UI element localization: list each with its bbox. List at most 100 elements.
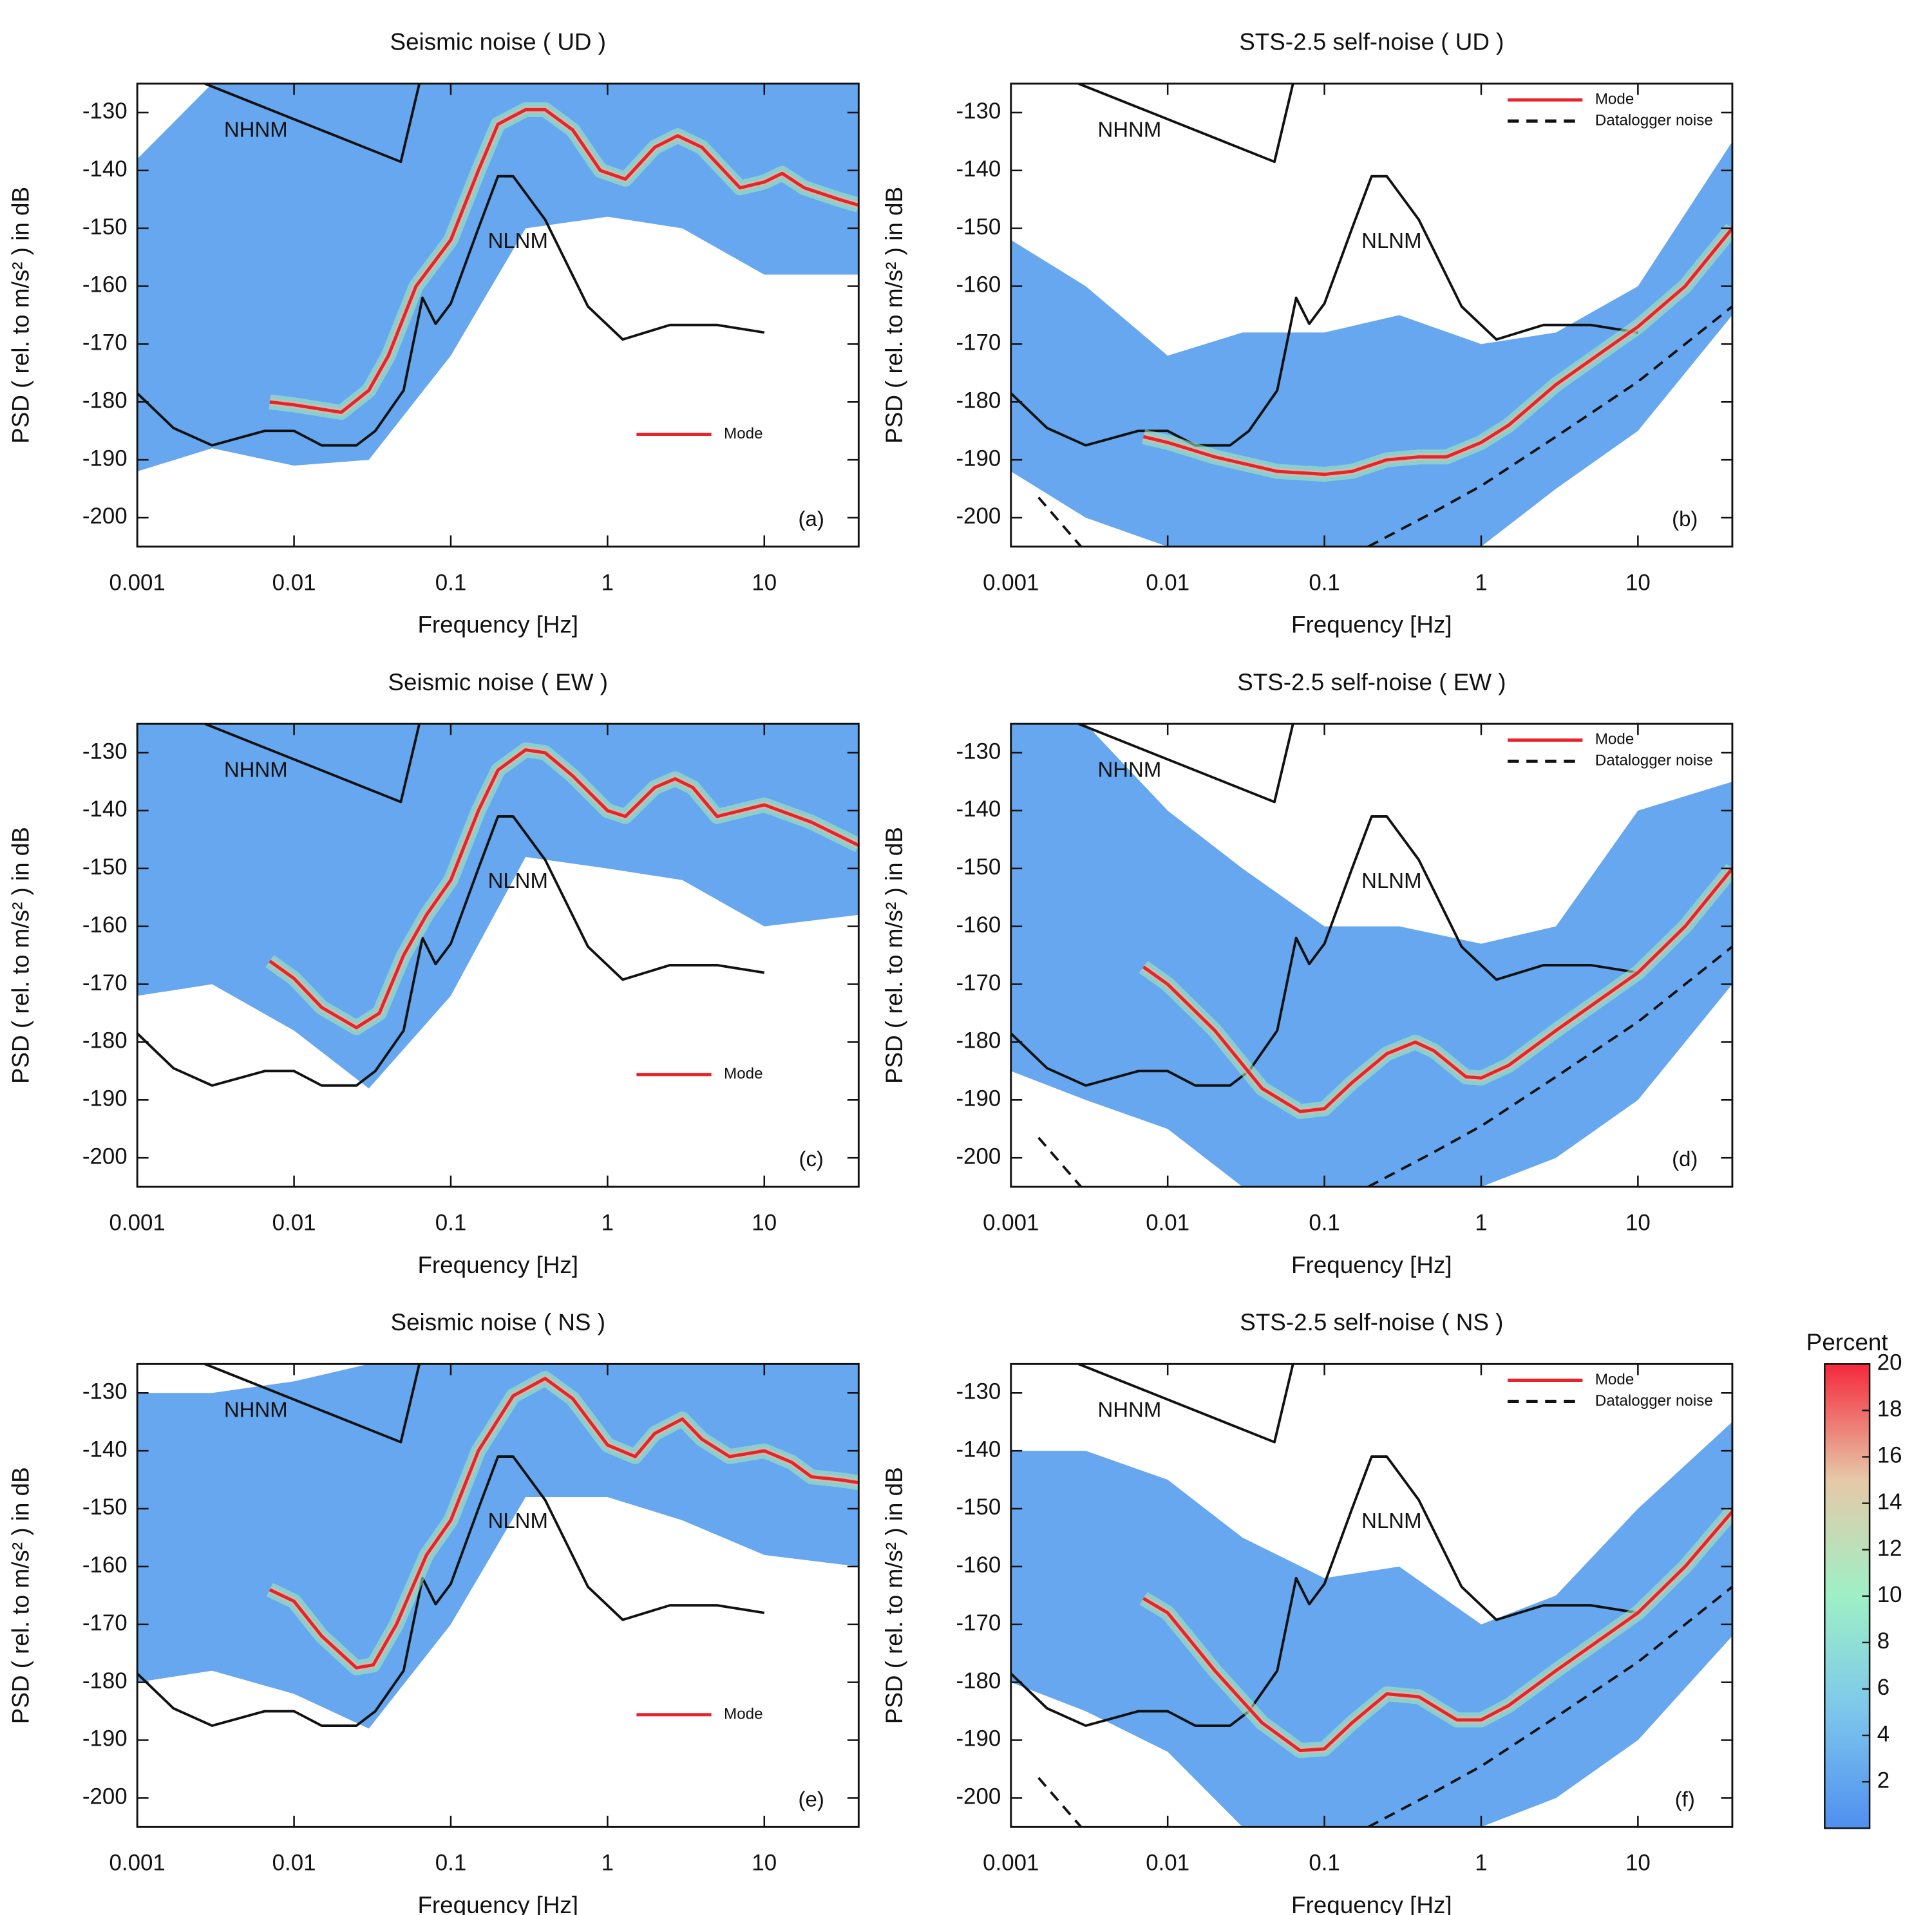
y-tick-label: -170	[956, 970, 1001, 995]
y-tick-label: -200	[82, 1784, 128, 1809]
curve-label: NLNM	[488, 1509, 548, 1533]
y-axis-label: PSD ( rel. to m/s² ) in dB	[8, 1467, 34, 1724]
line	[1142, 1510, 1732, 1753]
y-tick-label: -200	[82, 504, 128, 529]
y-tick-label: -140	[82, 797, 128, 822]
x-tick-label: 10	[752, 570, 777, 595]
colorbar-tick-label: 2	[1877, 1768, 1889, 1793]
line	[1010, 815, 1638, 1087]
y-tick-label: -160	[82, 272, 128, 297]
curve-label: NLNM	[488, 229, 548, 252]
colorbar-tick-label: 12	[1877, 1536, 1902, 1561]
line	[1142, 867, 1732, 1113]
y-tick-label: -150	[82, 1495, 128, 1520]
density-cloud	[137, 83, 859, 472]
legend-label: Mode	[1595, 91, 1634, 108]
chart-title: Seismic noise ( NS )	[391, 1309, 605, 1335]
y-tick-label: -200	[956, 1144, 1001, 1169]
line	[1037, 945, 1732, 1187]
y-tick-label: -180	[956, 1028, 1001, 1053]
frame	[136, 82, 860, 548]
x-tick-label: 0.1	[435, 570, 466, 595]
legend-label: Datalogger noise	[1595, 752, 1713, 769]
line	[137, 815, 765, 1087]
y-tick-label: -140	[956, 797, 1001, 822]
y-tick-label: -200	[956, 504, 1001, 529]
y-tick-label: -140	[956, 156, 1001, 182]
x-axis-label: Frequency [Hz]	[417, 1892, 578, 1915]
x-tick-label: 1	[1475, 1851, 1487, 1876]
plot-area	[137, 1364, 859, 1729]
y-tick-label: -130	[82, 99, 128, 124]
frame	[1010, 82, 1734, 548]
frame	[1010, 722, 1734, 1188]
line	[1078, 1364, 1294, 1444]
y-tick-label: -130	[82, 739, 128, 764]
y-tick-label: -200	[82, 1144, 128, 1169]
x-tick-label: 10	[752, 1210, 777, 1235]
frame	[136, 722, 860, 1188]
plot-area	[137, 83, 859, 472]
x-tick-label: 0.1	[435, 1851, 466, 1876]
y-tick-label: -190	[956, 446, 1001, 471]
line	[1010, 1455, 1638, 1727]
curve-label: NLNM	[1361, 1509, 1421, 1533]
y-tick-label: -170	[956, 1610, 1001, 1636]
curve-label: NHNM	[224, 757, 288, 781]
legend-label: Mode	[724, 1705, 763, 1722]
frame	[136, 1363, 860, 1828]
x-tick-label: 1	[1475, 570, 1487, 595]
y-tick-label: -130	[956, 1379, 1001, 1404]
line	[269, 1377, 859, 1670]
line	[204, 83, 421, 164]
chart-title: Seismic noise ( UD )	[390, 29, 606, 55]
colorbar-title: Percent	[1806, 1329, 1888, 1355]
panel-letter: (d)	[1672, 1147, 1698, 1171]
x-tick-label: 1	[1475, 1210, 1487, 1235]
y-tick-label: -170	[82, 1610, 128, 1636]
y-tick-label: -190	[956, 1726, 1001, 1751]
x-tick-label: 0.01	[272, 570, 316, 595]
y-tick-label: -130	[82, 1379, 128, 1404]
y-tick-label: -170	[82, 970, 128, 995]
x-tick-label: 0.1	[1309, 1851, 1340, 1876]
x-tick-label: 1	[601, 1210, 614, 1235]
line	[204, 1364, 421, 1444]
y-tick-label: -190	[82, 446, 128, 471]
x-tick-label: 0.001	[109, 1210, 166, 1235]
y-axis-label: PSD ( rel. to m/s² ) in dB	[881, 187, 907, 444]
x-tick-label: 10	[1625, 1210, 1651, 1235]
plot-area	[1010, 724, 1732, 1187]
curve-label: NLNM	[488, 869, 548, 892]
density-cloud	[1010, 724, 1732, 1187]
legend-label: Datalogger noise	[1595, 1392, 1713, 1410]
x-tick-label: 0.1	[1309, 570, 1340, 595]
curve-label: NHNM	[224, 1398, 288, 1422]
y-tick-label: -160	[956, 272, 1001, 297]
x-axis-label: Frequency [Hz]	[1291, 1892, 1452, 1915]
y-tick-label: -140	[956, 1437, 1001, 1462]
y-axis-label: PSD ( rel. to m/s² ) in dB	[8, 187, 34, 444]
x-tick-label: 1	[601, 570, 614, 595]
x-tick-label: 0.001	[983, 1210, 1039, 1235]
colorbar-tick-label: 10	[1877, 1582, 1902, 1607]
colorbar-tick-label: 8	[1877, 1628, 1889, 1654]
colorbar-tick-label: 20	[1877, 1350, 1902, 1375]
y-tick-label: -170	[956, 330, 1001, 355]
y-tick-label: -140	[82, 156, 128, 182]
colorbar-tick-label: 6	[1877, 1675, 1889, 1700]
line	[137, 1455, 765, 1727]
chart-title: STS-2.5 self-noise ( UD )	[1239, 29, 1504, 55]
x-tick-label: 0.001	[109, 570, 166, 595]
x-tick-label: 10	[752, 1851, 777, 1876]
y-tick-label: -150	[956, 854, 1001, 880]
colorbar-tick-label: 16	[1877, 1443, 1902, 1468]
x-tick-label: 10	[1625, 1851, 1651, 1876]
legend-label: Mode	[724, 1065, 763, 1082]
legend-label: Datalogger noise	[1595, 111, 1713, 129]
y-axis-label: PSD ( rel. to m/s² ) in dB	[881, 827, 907, 1084]
plot-area	[1010, 1364, 1732, 1827]
y-tick-label: -190	[82, 1726, 128, 1751]
line	[269, 108, 859, 414]
